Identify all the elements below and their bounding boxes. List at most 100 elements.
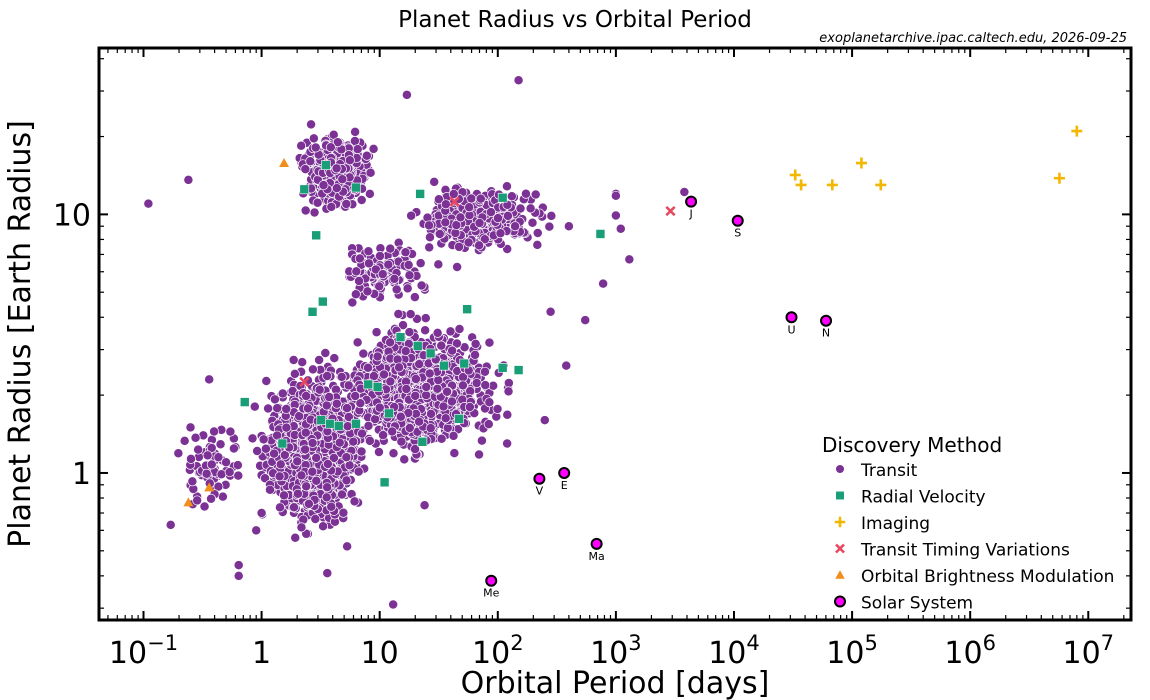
data-point [324, 392, 335, 403]
data-point [209, 426, 220, 437]
data-point [466, 193, 477, 204]
data-point [424, 242, 435, 253]
data-point [300, 427, 311, 438]
data-point [470, 349, 480, 360]
data-point [349, 135, 360, 146]
data-point [454, 241, 464, 252]
data-point [192, 495, 203, 506]
data-point [610, 190, 621, 201]
x-tick-label: 1 [252, 636, 271, 671]
data-point [275, 502, 285, 513]
data-point [404, 270, 415, 281]
data-point [275, 459, 286, 470]
data-point [301, 391, 312, 401]
data-point [404, 327, 415, 338]
data-point [475, 193, 486, 204]
data-point [303, 498, 314, 509]
data-point [404, 423, 415, 433]
data-point [232, 460, 243, 471]
data-point [455, 212, 466, 223]
data-point [384, 408, 394, 419]
data-point [361, 150, 372, 161]
data-point [403, 260, 414, 270]
data-point [419, 500, 430, 511]
data-point [527, 217, 538, 228]
data-point [190, 432, 201, 443]
data-point [300, 205, 311, 216]
data-point [292, 456, 303, 467]
data-point [206, 459, 217, 470]
data-point [454, 324, 465, 334]
legend-marker [835, 543, 845, 554]
data-point [261, 376, 272, 386]
data-point [143, 198, 154, 209]
planet-label: E [561, 479, 568, 492]
series-solar-system: Me V E Ma J S U N [483, 195, 833, 600]
chart-title: Planet Radius vs Orbital Period [398, 7, 752, 33]
data-point [484, 337, 495, 348]
data-point [610, 210, 621, 221]
planet-marker [785, 311, 798, 324]
data-point [221, 457, 231, 468]
legend-item: Imaging [834, 514, 930, 534]
legend-marker [834, 595, 846, 608]
data-point [439, 360, 449, 371]
data-point [368, 371, 379, 382]
data-point [561, 360, 572, 371]
data-point [311, 475, 322, 486]
legend-label: Orbital Brightness Modulation [861, 567, 1114, 587]
data-point [352, 144, 363, 155]
data-point [420, 313, 431, 324]
data-point [356, 195, 367, 205]
data-point [308, 133, 319, 144]
data-point [440, 413, 451, 424]
legend-marker [835, 490, 845, 501]
x-tick-labels: 10−1 1 10 102 103 104 105 106 107 [109, 631, 1114, 671]
data-point [311, 230, 322, 241]
legend-item: Transit Timing Variations [835, 541, 1070, 561]
data-point [665, 205, 676, 217]
data-point [448, 430, 459, 441]
data-point [379, 477, 390, 488]
data-point [322, 459, 333, 469]
data-point [251, 525, 262, 536]
data-point [399, 454, 410, 465]
data-point [296, 140, 307, 151]
data-point [272, 403, 283, 414]
data-point [503, 378, 514, 389]
data-point [598, 278, 609, 289]
data-point [510, 221, 521, 232]
data-point [374, 447, 384, 457]
data-point [309, 207, 320, 218]
data-point [331, 398, 342, 409]
data-point [440, 217, 451, 228]
data-point [595, 229, 606, 239]
data-point [497, 192, 508, 203]
data-point [401, 384, 412, 395]
legend: Discovery Method Transit Radial Velocity I… [822, 433, 1114, 614]
data-source-note: exoplanetarchive.ipac.caltech.edu, 2026-… [819, 31, 1127, 46]
data-point [351, 266, 362, 277]
data-point [307, 307, 318, 317]
data-point [401, 89, 412, 100]
data-point [206, 493, 217, 504]
data-point [186, 453, 196, 464]
data-point [385, 337, 396, 348]
data-point [464, 202, 475, 213]
data-point [394, 362, 405, 373]
data-point [281, 422, 292, 433]
y-axis-label: Planet Radius [Earth Radius] [3, 120, 38, 548]
data-point [406, 210, 417, 221]
data-point [310, 142, 321, 153]
data-point [296, 522, 307, 533]
data-point [364, 435, 375, 446]
data-point [563, 221, 574, 232]
data-point [503, 386, 514, 397]
data-point [363, 246, 374, 257]
data-point [525, 203, 536, 214]
data-point [269, 448, 280, 459]
data-point [183, 174, 194, 185]
planet-label: N [822, 327, 830, 340]
data-point [502, 409, 513, 420]
planet-marker [485, 574, 498, 587]
